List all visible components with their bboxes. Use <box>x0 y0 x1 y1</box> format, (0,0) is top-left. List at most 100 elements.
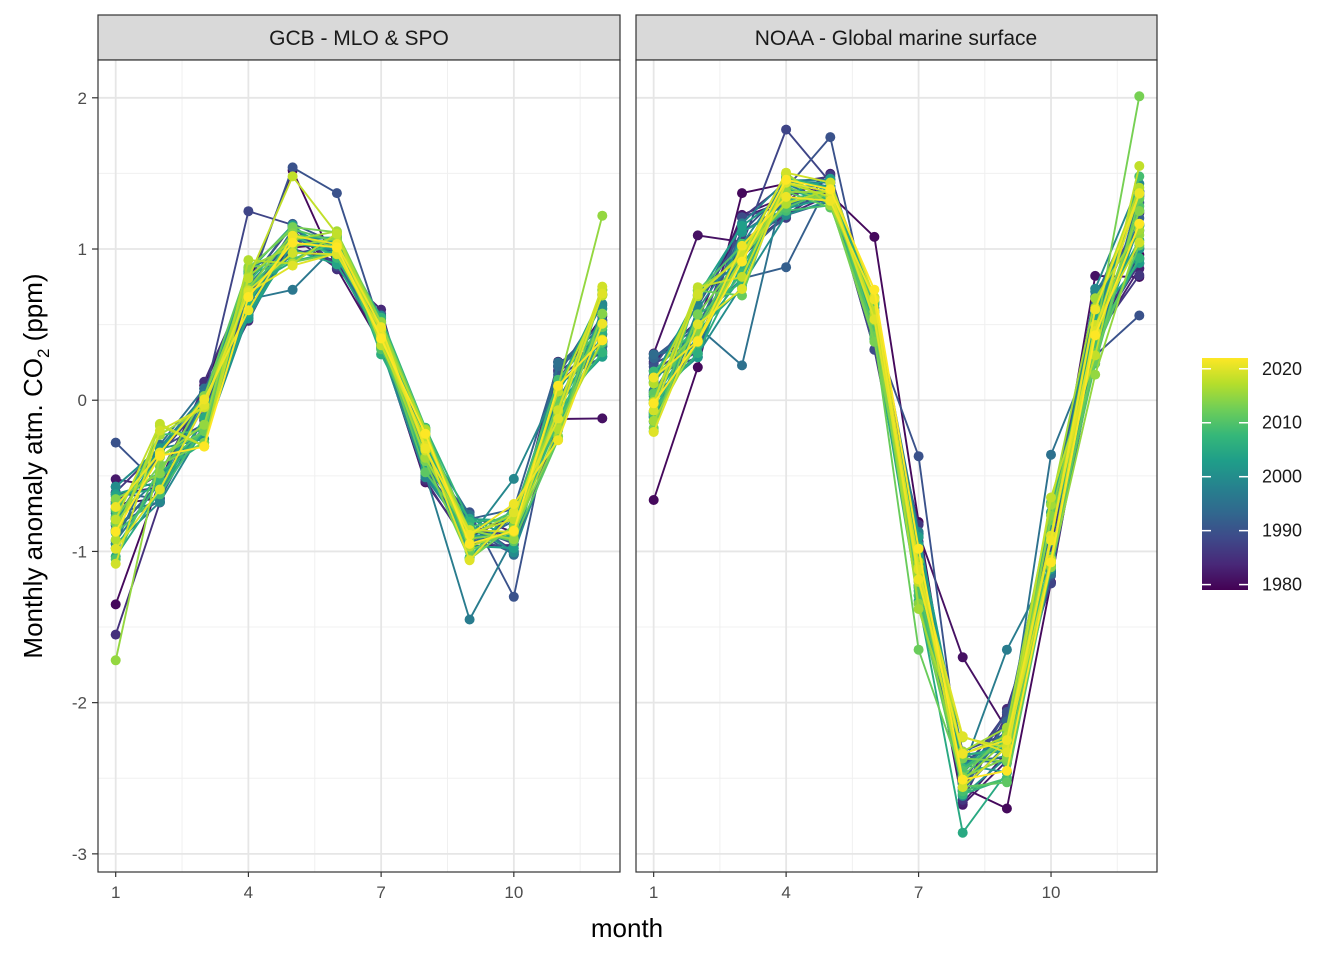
legend-tick-label: 1980 <box>1262 575 1302 595</box>
color-legend: 1980 1990 2000 2010 2020 <box>1202 358 1302 595</box>
data-point-2020 <box>553 413 564 424</box>
data-point-2022 <box>331 242 342 253</box>
data-point-2022 <box>957 774 968 785</box>
panel-border <box>97 59 621 873</box>
series-layer <box>110 162 608 666</box>
data-point-2022 <box>420 428 431 439</box>
data-point-2022 <box>597 335 608 346</box>
series-layer <box>648 91 1145 838</box>
x-tick-label: 4 <box>244 883 253 902</box>
data-point-2021 <box>110 502 121 512</box>
y-axis-title: Monthly anomaly atm. CO2 (ppm) <box>18 273 53 658</box>
data-point-2006 <box>692 348 703 359</box>
data-point-1980 <box>1001 803 1012 814</box>
data-point-1981 <box>692 230 703 241</box>
data-point-2019 <box>781 167 792 178</box>
data-point-2020 <box>464 555 475 566</box>
data-point-2020 <box>110 543 121 554</box>
data-point-2003 <box>737 220 747 231</box>
data-point-2011 <box>1001 777 1012 788</box>
data-point-2019 <box>110 558 121 569</box>
data-point-2013 <box>692 309 703 320</box>
legend-tick-label: 2010 <box>1262 413 1302 433</box>
data-point-2022 <box>737 256 747 267</box>
data-point-2020 <box>957 731 968 742</box>
facet-panel-gcb: GCB - MLO & SPO 1 4 7 10 <box>97 14 621 902</box>
y-tick-label: 1 <box>78 240 87 259</box>
panel-border <box>635 59 1158 873</box>
data-point-2015 <box>199 419 210 430</box>
x-axis-ticks: 1 4 7 10 <box>649 872 1060 902</box>
data-point-2015 <box>1090 369 1101 380</box>
data-point-2005 <box>957 827 968 838</box>
data-point-1995 <box>553 357 564 368</box>
x-axis-ticks: 1 4 7 10 <box>111 872 523 902</box>
series-line-2016 <box>652 172 1141 753</box>
series-line-2022 <box>114 241 603 545</box>
data-point-1980 <box>648 495 659 505</box>
data-point-2018 <box>692 282 703 293</box>
data-point-2022 <box>376 333 387 344</box>
data-point-2019 <box>597 281 608 292</box>
data-point-1980 <box>110 599 121 610</box>
x-tick-label: 10 <box>504 883 523 902</box>
x-tick-label: 1 <box>111 883 120 902</box>
data-point-1999 <box>1090 283 1101 294</box>
facet-strip <box>635 14 1158 61</box>
data-point-2021 <box>737 240 747 251</box>
data-point-1986 <box>1134 270 1145 281</box>
data-point-2020 <box>737 284 747 294</box>
data-point-2021 <box>957 748 968 759</box>
data-point-1985 <box>110 629 121 640</box>
data-point-2019 <box>1134 237 1145 248</box>
data-point-1990 <box>913 451 924 462</box>
data-point-2019 <box>957 782 968 793</box>
x-tick-label: 7 <box>376 883 385 902</box>
data-point-2022 <box>648 398 659 409</box>
data-point-1980 <box>869 231 880 242</box>
data-point-2014 <box>110 494 121 505</box>
data-point-2021 <box>287 230 298 241</box>
data-point-1990 <box>508 591 519 602</box>
data-point-2021 <box>597 318 608 329</box>
series-line-2021 <box>114 234 604 536</box>
data-point-2017 <box>110 534 121 545</box>
data-point-2019 <box>692 289 703 300</box>
data-point-2019 <box>287 248 298 258</box>
data-point-1997 <box>1001 644 1012 655</box>
data-point-2022 <box>1046 557 1056 568</box>
data-point-2021 <box>1046 535 1056 546</box>
data-point-2013 <box>1134 91 1145 102</box>
data-point-1995 <box>737 360 747 371</box>
facet-panel-noaa: NOAA - Global marine surface 1 4 7 10 <box>635 14 1158 902</box>
data-point-1997 <box>464 614 475 625</box>
data-point-2018 <box>1046 492 1056 503</box>
data-point-2018 <box>287 171 298 182</box>
data-point-2022 <box>199 441 210 452</box>
legend-ticks: 1980 1990 2000 2010 2020 <box>1202 359 1302 595</box>
data-point-2022 <box>692 336 703 347</box>
data-point-1981 <box>597 413 608 424</box>
series-line-2021 <box>653 193 1141 755</box>
data-point-1990 <box>825 132 836 143</box>
data-point-2020 <box>154 484 165 495</box>
data-point-2018 <box>737 271 747 282</box>
data-point-1990 <box>287 162 298 173</box>
data-point-2011 <box>420 467 431 478</box>
y-tick-label: -3 <box>72 845 87 864</box>
data-point-2022 <box>1001 765 1012 776</box>
data-point-2018 <box>331 229 342 239</box>
legend-tick-label: 1990 <box>1262 521 1302 541</box>
data-point-2021 <box>376 322 387 333</box>
data-point-1999 <box>508 473 519 484</box>
y-axis-ticks: -3 -2 -1 0 1 2 <box>72 89 98 864</box>
data-point-1988 <box>781 124 792 135</box>
y-tick-label: -2 <box>72 694 87 713</box>
data-point-2015 <box>597 210 608 221</box>
data-point-1992 <box>781 262 792 273</box>
x-tick-label: 7 <box>914 883 923 902</box>
data-point-2022 <box>508 525 519 536</box>
data-point-2019 <box>154 425 165 436</box>
data-point-2014 <box>597 308 608 319</box>
